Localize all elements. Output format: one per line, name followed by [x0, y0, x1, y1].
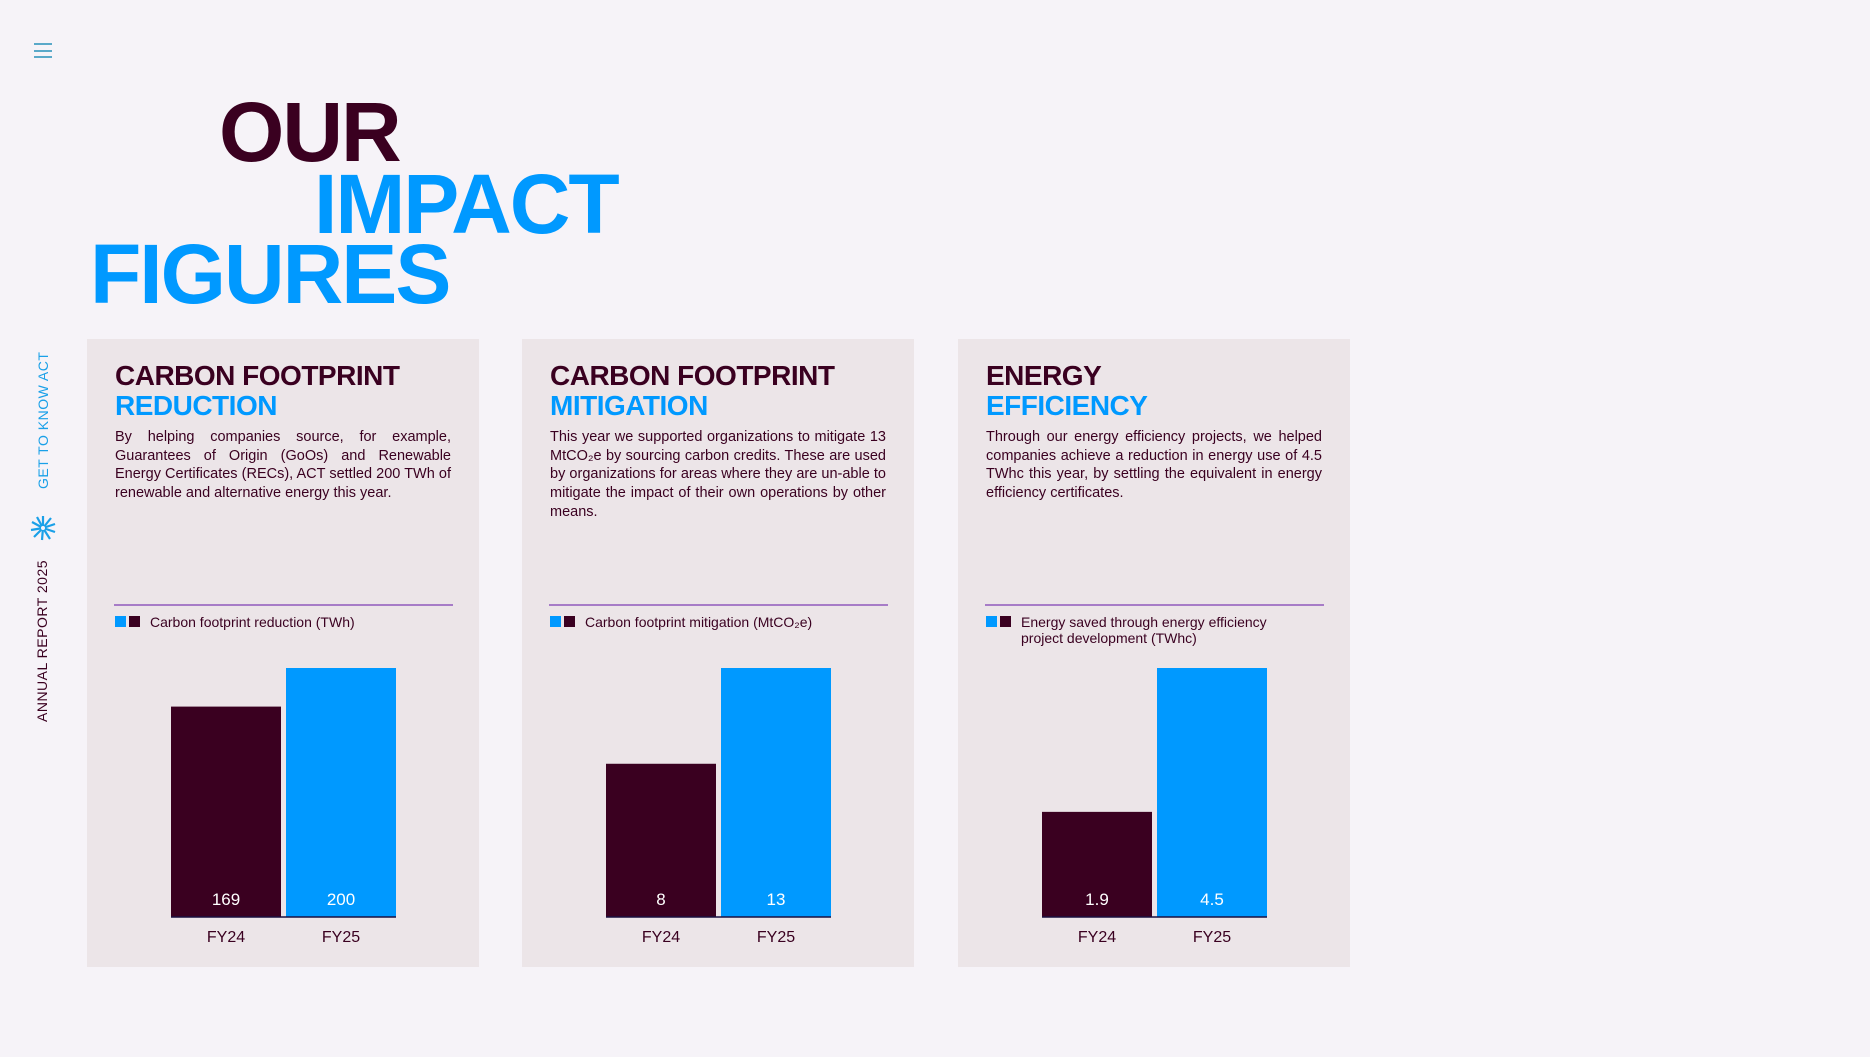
card-title: CARBON FOOTPRINT REDUCTION — [115, 360, 400, 421]
x-tick-label: FY25 — [757, 929, 795, 946]
x-tick-label: FY25 — [322, 929, 360, 946]
page-title-line1: OUR — [219, 85, 402, 179]
report-label: ANNUAL REPORT 2025 — [34, 559, 50, 722]
x-tick-label: FY24 — [1078, 929, 1116, 946]
legend-swatch-fy25 — [115, 616, 126, 627]
legend-swatch-fy25 — [986, 616, 997, 627]
hamburger-icon — [34, 43, 52, 45]
impact-card: CARBON FOOTPRINT MITIGATION This year we … — [522, 339, 914, 967]
bar-fy24 — [606, 763, 716, 917]
card-title-line1: CARBON FOOTPRINT — [115, 360, 400, 391]
menu-button[interactable] — [34, 43, 52, 58]
bar-chart: 1.9 FY24 4.5 FY25 — [1042, 668, 1267, 946]
data-label: 169 — [212, 890, 240, 909]
card-title-line1: CARBON FOOTPRINT — [550, 360, 835, 391]
data-label: 4.5 — [1200, 890, 1224, 909]
bar-fy25 — [1157, 668, 1267, 917]
card-description: By helping companies source, for example… — [115, 429, 451, 502]
legend-swatch-fy24 — [129, 616, 140, 627]
hamburger-line — [34, 49, 52, 52]
bar-chart: 8 FY24 13 FY25 — [606, 668, 831, 946]
impact-card: ENERGY EFFICIENCY Through our energy effi… — [958, 339, 1350, 967]
section-link-get-to-know-act[interactable]: GET TO KNOW ACT — [35, 351, 51, 489]
chart-legend: Energy saved through energy efficiency p… — [986, 614, 1291, 646]
legend-swatch-fy24 — [564, 616, 575, 627]
hamburger-line — [34, 56, 52, 58]
bar-chart: 169 FY24 200 FY25 — [171, 668, 396, 946]
legend-swatches — [986, 616, 1011, 627]
legend-label: Carbon footprint reduction (TWh) — [150, 614, 355, 630]
legend-swatch-fy24 — [1000, 616, 1011, 627]
data-label: 8 — [656, 890, 665, 909]
card-title: ENERGY EFFICIENCY — [986, 360, 1148, 421]
legend-label: Energy saved through energy efficiency p… — [1021, 614, 1267, 646]
card-description: Through our energy efficiency projects, … — [986, 429, 1322, 502]
impact-card: CARBON FOOTPRINT REDUCTION By helping com… — [87, 339, 479, 967]
card-description: This year we supported organizations to … — [550, 429, 886, 520]
card-title-line2: MITIGATION — [550, 390, 708, 421]
divider — [549, 604, 888, 606]
bar-fy25 — [721, 668, 831, 917]
page-title-line2: IMPACT — [314, 157, 620, 251]
divider — [985, 604, 1324, 606]
page-title-line3: FIGURES — [90, 227, 451, 321]
x-tick-label: FY25 — [1193, 929, 1231, 946]
bar-fy25 — [286, 668, 396, 917]
data-label: 200 — [327, 890, 355, 909]
x-tick-label: FY24 — [207, 929, 245, 946]
bar-fy24 — [171, 706, 281, 917]
card-title: CARBON FOOTPRINT MITIGATION — [550, 360, 835, 421]
act-logo-icon — [30, 516, 56, 541]
legend-swatch-fy25 — [550, 616, 561, 627]
card-title-line2: REDUCTION — [115, 390, 277, 421]
card-title-line1: ENERGY — [986, 360, 1102, 391]
data-label: 1.9 — [1085, 890, 1109, 909]
legend-swatches — [115, 616, 140, 627]
data-label: 13 — [767, 890, 786, 909]
chart-legend: Carbon footprint mitigation (MtCO₂e) — [550, 614, 812, 630]
chart-legend: Carbon footprint reduction (TWh) — [115, 614, 355, 630]
legend-swatches — [550, 616, 575, 627]
divider — [114, 604, 453, 606]
legend-label: Carbon footprint mitigation (MtCO₂e) — [585, 614, 813, 630]
bar-fy24 — [1042, 811, 1152, 917]
card-title-line2: EFFICIENCY — [986, 390, 1148, 421]
x-tick-label: FY24 — [642, 929, 680, 946]
